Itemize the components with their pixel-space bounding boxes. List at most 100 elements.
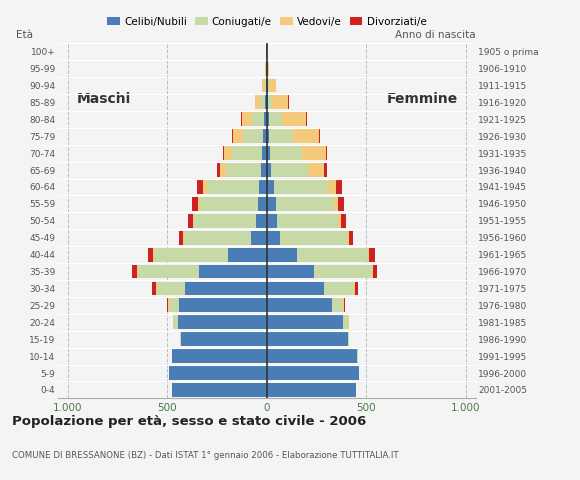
Bar <box>259 180 267 194</box>
Bar <box>328 180 336 194</box>
Bar <box>267 214 277 228</box>
Bar <box>354 282 356 295</box>
Bar <box>184 231 251 245</box>
Bar <box>324 163 327 177</box>
Bar <box>267 264 314 278</box>
Bar <box>267 197 276 211</box>
Bar <box>262 79 265 93</box>
Bar <box>197 180 203 194</box>
Bar <box>157 282 185 295</box>
Bar <box>267 366 359 380</box>
Bar <box>223 146 224 160</box>
Bar <box>207 180 259 194</box>
Bar <box>267 61 268 75</box>
Bar <box>179 231 183 245</box>
Bar <box>148 248 154 262</box>
Bar <box>324 282 354 295</box>
Bar <box>261 96 265 109</box>
Bar <box>252 112 264 126</box>
Bar <box>282 112 306 126</box>
Bar <box>266 79 267 93</box>
Bar <box>264 112 267 126</box>
Bar <box>267 180 274 194</box>
Bar <box>373 264 377 278</box>
Bar <box>242 112 252 126</box>
Bar <box>338 214 341 228</box>
Bar <box>341 214 346 228</box>
Bar <box>267 146 270 160</box>
Text: Femmine: Femmine <box>386 92 458 106</box>
Bar <box>314 264 372 278</box>
Bar <box>224 146 232 160</box>
Bar <box>368 248 369 262</box>
Text: Popolazione per età, sesso e stato civile - 2006: Popolazione per età, sesso e stato civil… <box>12 415 366 428</box>
Bar <box>267 129 269 143</box>
Bar <box>267 96 269 109</box>
Bar <box>268 79 269 93</box>
Bar <box>269 112 282 126</box>
Bar <box>336 180 342 194</box>
Bar <box>173 315 178 329</box>
Bar <box>269 96 273 109</box>
Bar <box>332 299 343 312</box>
Bar <box>270 146 302 160</box>
Bar <box>266 61 267 75</box>
Bar <box>203 180 207 194</box>
Bar <box>132 264 136 278</box>
Bar <box>326 146 327 160</box>
Bar <box>296 248 368 262</box>
Bar <box>267 248 296 262</box>
Bar <box>172 349 267 363</box>
Bar <box>198 197 200 211</box>
Bar <box>220 163 226 177</box>
Bar <box>267 299 332 312</box>
Bar <box>288 96 289 109</box>
Bar <box>232 146 262 160</box>
Bar <box>276 197 335 211</box>
Bar <box>273 96 288 109</box>
Bar <box>217 163 220 177</box>
Bar <box>267 231 280 245</box>
Bar <box>194 214 256 228</box>
Bar <box>251 231 267 245</box>
Bar <box>267 163 271 177</box>
Bar <box>258 197 267 211</box>
Bar <box>372 264 373 278</box>
Bar <box>228 248 267 262</box>
Bar <box>261 163 267 177</box>
Bar <box>154 248 228 262</box>
Bar <box>172 383 267 397</box>
Legend: Celibi/Nubili, Coniugati/e, Vedovi/e, Divorziati/e: Celibi/Nubili, Coniugati/e, Vedovi/e, Di… <box>105 15 429 29</box>
Bar <box>269 79 276 93</box>
Bar <box>343 299 345 312</box>
Bar <box>232 129 233 143</box>
Bar <box>271 163 308 177</box>
Bar <box>268 61 269 75</box>
Bar <box>265 96 267 109</box>
Bar <box>265 61 266 75</box>
Text: Età: Età <box>16 30 33 40</box>
Bar <box>267 349 357 363</box>
Bar <box>200 197 258 211</box>
Bar <box>183 231 184 245</box>
Bar <box>255 96 261 109</box>
Bar <box>263 129 267 143</box>
Bar <box>343 315 349 329</box>
Bar <box>293 129 319 143</box>
Bar <box>265 79 266 93</box>
Bar <box>169 366 267 380</box>
Bar <box>179 299 267 312</box>
Bar <box>233 129 243 143</box>
Bar <box>178 315 267 329</box>
Bar <box>306 112 307 126</box>
Text: COMUNE DI BRESSANONE (BZ) - Dati ISTAT 1° gennaio 2006 - Elaborazione TUTTITALIA: COMUNE DI BRESSANONE (BZ) - Dati ISTAT 1… <box>12 451 398 460</box>
Bar <box>267 315 343 329</box>
Bar <box>302 146 326 160</box>
Bar <box>137 264 199 278</box>
Bar <box>193 214 194 228</box>
Bar <box>335 197 338 211</box>
Bar <box>369 248 375 262</box>
Bar <box>274 180 328 194</box>
Bar <box>168 299 169 312</box>
Bar <box>185 282 267 295</box>
